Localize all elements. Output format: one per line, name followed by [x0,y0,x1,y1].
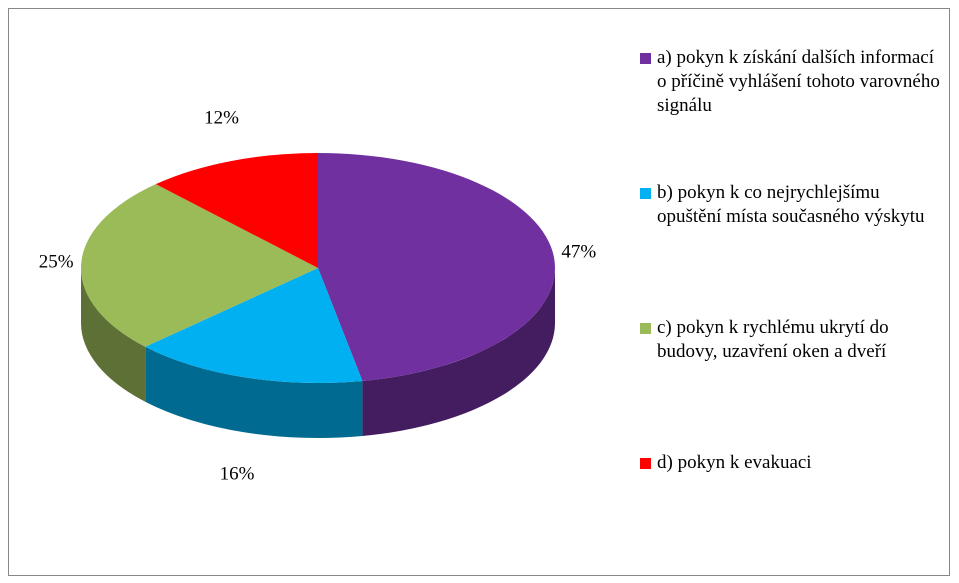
legend-swatch [640,458,651,469]
legend-item: a) pokyn k získání dalších informací o p… [640,46,940,181]
legend-item: b) pokyn k co nejrychlejšímu opuštění mí… [640,181,940,316]
slice [80,184,318,347]
legend-label: c) pokyn k rychlému ukrytí do budovy, uz… [657,317,889,362]
data-label: 16% [220,464,255,485]
legend-item: c) pokyn k rychlému ukrytí do budovy, uz… [640,316,940,451]
legend-item: d) pokyn k evakuaci [640,451,940,475]
slice [155,153,318,268]
legend: a) pokyn k získání dalších informací o p… [640,46,940,475]
data-label: 47% [561,241,596,262]
slice-side [81,268,146,402]
data-label: 12% [204,108,239,129]
slice [318,153,555,381]
legend-swatch [640,53,651,64]
data-label: 25% [39,251,74,272]
slice-side [362,268,555,436]
legend-label: a) pokyn k získání dalších informací o p… [657,47,940,116]
legend-label: d) pokyn k evakuaci [657,452,812,473]
chart-frame [8,8,950,576]
legend-swatch [640,188,651,199]
legend-swatch [640,323,651,334]
slice [145,268,363,383]
legend-label: b) pokyn k co nejrychlejšímu opuštění mí… [657,182,925,227]
slice-side [145,346,363,438]
